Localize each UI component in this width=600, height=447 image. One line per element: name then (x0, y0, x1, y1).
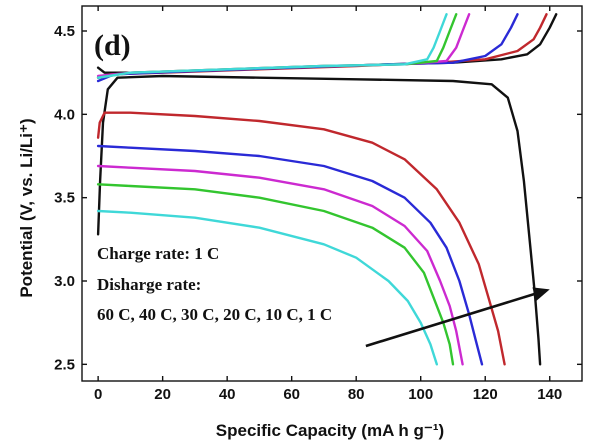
trend-arrow-shaft (365, 292, 535, 348)
x-tick-label-120: 120 (473, 386, 498, 403)
x-tick-label-140: 140 (537, 386, 562, 403)
plot-frame (81, 5, 583, 382)
series-layer (96, 13, 558, 366)
y-tick-label-1: 3.0 (54, 273, 75, 290)
x-tick-label-80: 80 (348, 386, 365, 403)
series-5-discharge-line (96, 209, 438, 366)
trend-arrow-head (532, 287, 550, 301)
y-tick-label-3: 4.0 (54, 106, 75, 123)
annotation-discharge-rates: 60 C, 40 C, 30 C, 20 C, 10 C, 1 C (97, 305, 332, 324)
x-tick-label-0: 0 (94, 386, 102, 403)
series-1-discharge-line (96, 111, 506, 366)
series-5-charge-line (96, 13, 448, 79)
panel-label: (d) (94, 29, 131, 62)
y-tick-label-2: 3.5 (54, 190, 75, 207)
y-tick-label-4: 4.5 (54, 23, 75, 40)
x-tick-label-20: 20 (154, 386, 171, 403)
series-4-discharge-line (96, 183, 455, 366)
y-tick-label-0: 2.5 (54, 356, 75, 373)
series-0-charge-line (96, 13, 558, 74)
x-tick-label-60: 60 (283, 386, 300, 403)
axes-layer: 0 20 40 60 80 100 120 140 2.5 3.0 3.5 4.0 4.5 (54, 6, 582, 403)
annotation-charge-rate: Charge rate: 1 C (97, 244, 219, 263)
annotation-discharge-rate-title: Disharge rate: (97, 275, 201, 294)
plot-area (81, 5, 583, 382)
y-axis-title: Potential (V, vs. Li/Li⁺) (17, 118, 36, 297)
x-tick-label-40: 40 (219, 386, 236, 403)
series-3-discharge-line (96, 164, 464, 366)
series-1-charge-line (96, 13, 548, 79)
series-0-discharge-line (96, 74, 542, 366)
x-axis-title: Specific Capacity (mA h g⁻¹) (216, 421, 444, 440)
x-tick-label-100: 100 (408, 386, 433, 403)
